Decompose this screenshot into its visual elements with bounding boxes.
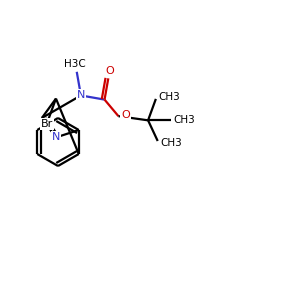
Text: H3C: H3C — [64, 59, 86, 69]
Text: O: O — [122, 110, 130, 120]
Text: CH3: CH3 — [174, 115, 196, 125]
Text: Br: Br — [41, 119, 53, 129]
Text: N: N — [77, 90, 85, 100]
Text: CH3: CH3 — [159, 92, 181, 102]
Text: N: N — [52, 132, 60, 142]
Text: CH3: CH3 — [161, 138, 182, 148]
Text: O: O — [105, 66, 114, 76]
